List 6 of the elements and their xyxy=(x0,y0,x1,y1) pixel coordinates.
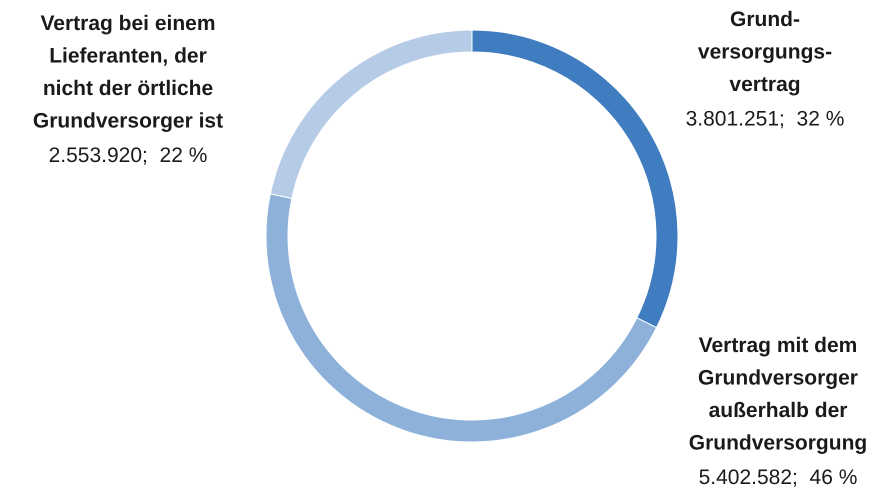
slice-label: Vertrag mit dem Grundversorger außerhalb der Grundversorgung xyxy=(688,334,868,454)
slice-label: Vertrag bei einem Lieferanten, der nicht der örtliche Grundversorger ist xyxy=(32,12,224,132)
data-label: 3.801.251; 32 % xyxy=(686,108,844,130)
data-label: 2.553.920; 22 % xyxy=(48,144,208,167)
data-label: 5.402.582; 46 % xyxy=(698,466,858,489)
slice-label: Grund- versorgungs- vertrag xyxy=(698,8,832,96)
